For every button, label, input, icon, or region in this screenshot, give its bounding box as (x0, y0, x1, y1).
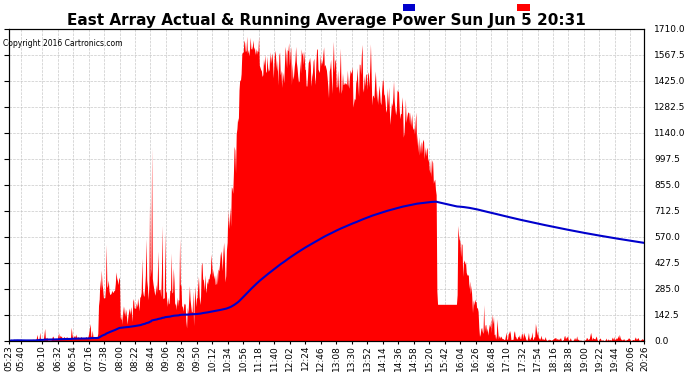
Text: Copyright 2016 Cartronics.com: Copyright 2016 Cartronics.com (3, 39, 123, 48)
Legend: Average  (DC Watts), East Array  (DC Watts): Average (DC Watts), East Array (DC Watts… (401, 2, 640, 14)
Title: East Array Actual & Running Average Power Sun Jun 5 20:31: East Array Actual & Running Average Powe… (68, 13, 586, 28)
